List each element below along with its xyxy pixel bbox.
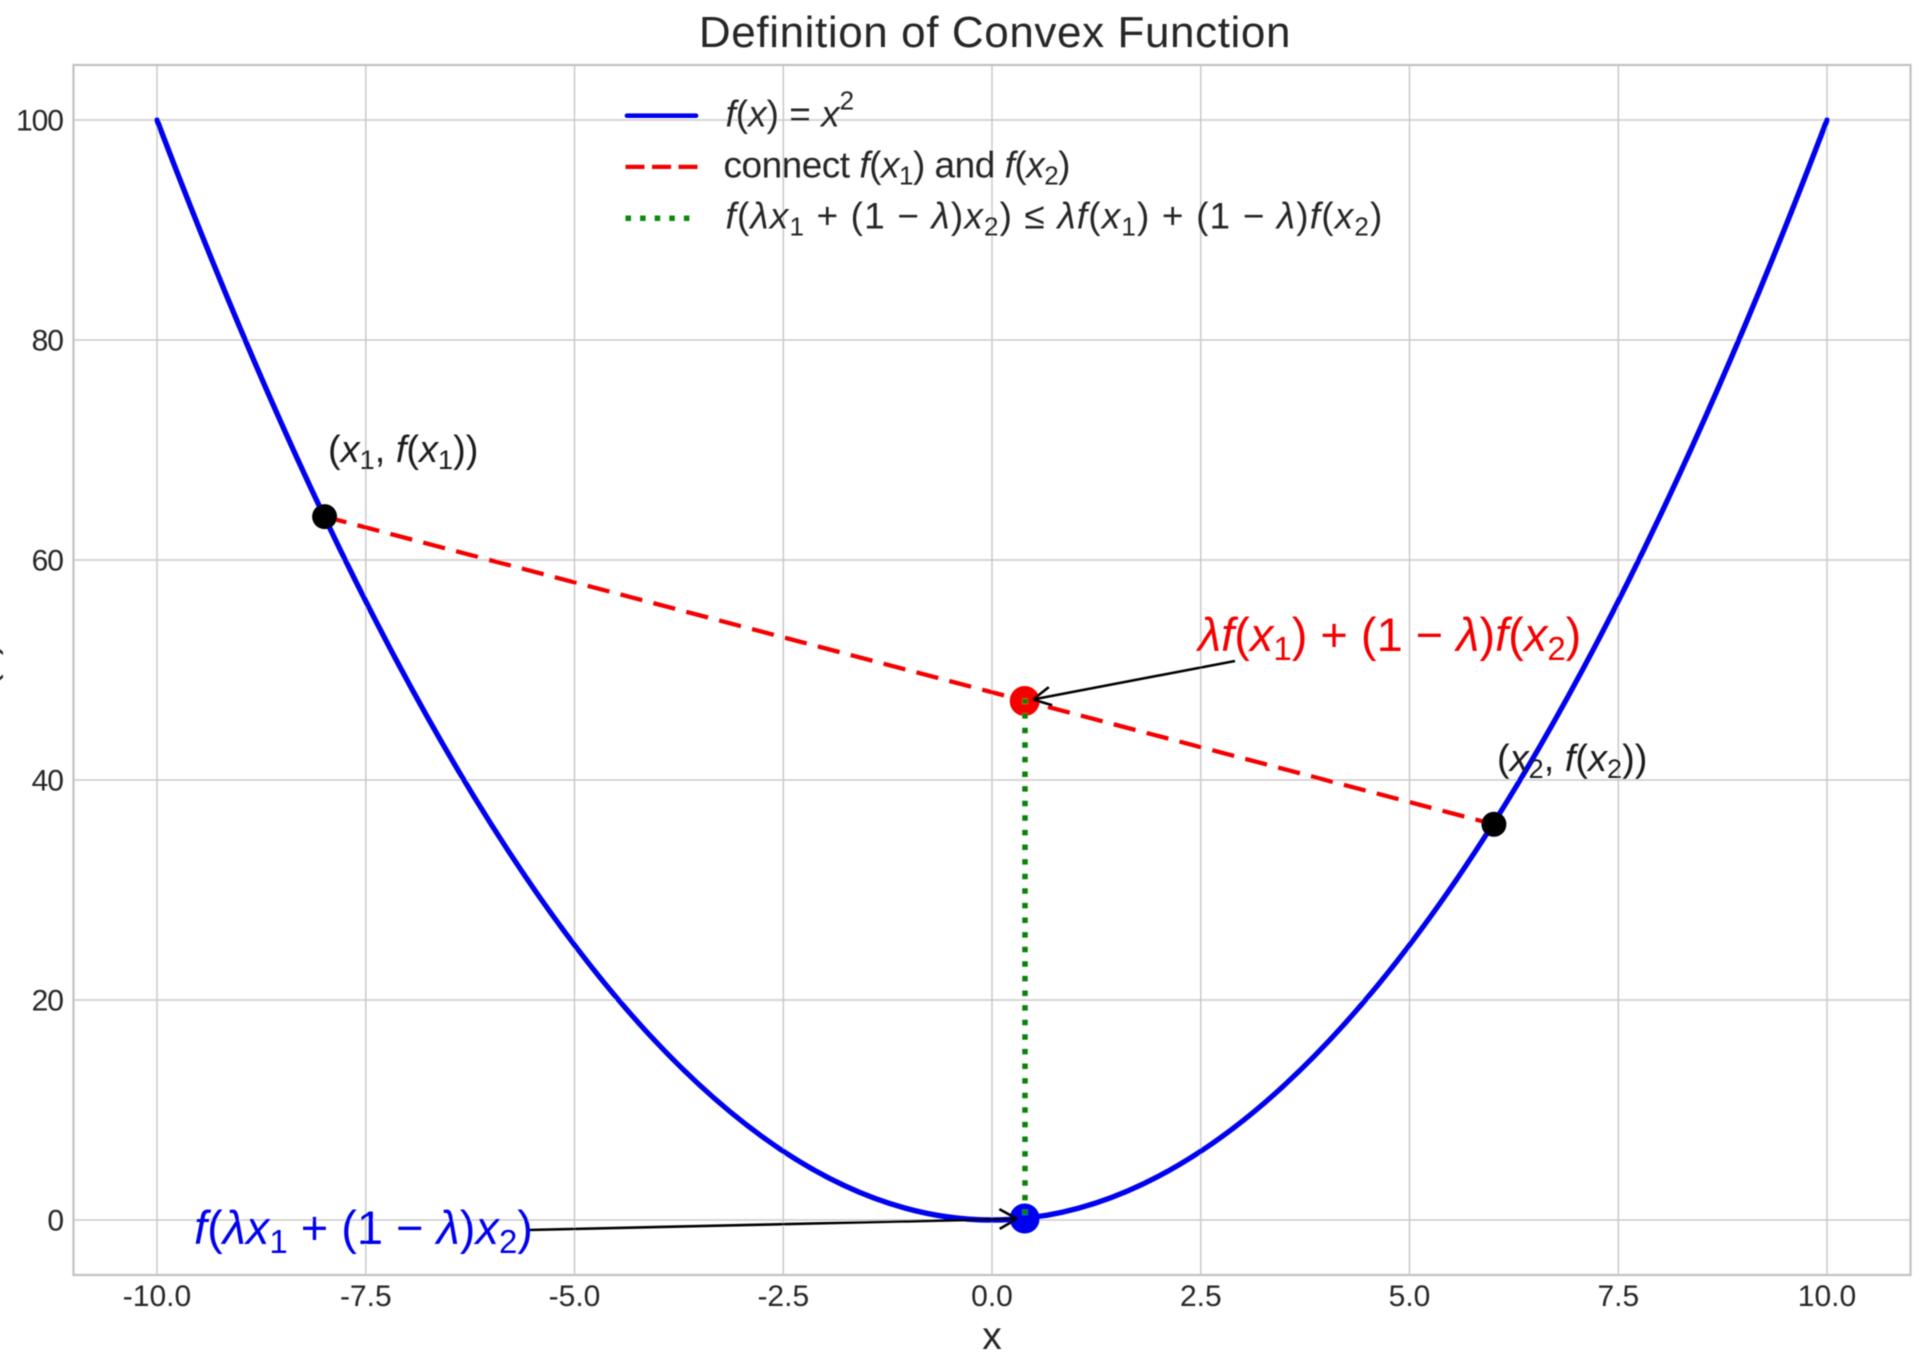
svg-text:f(x): f(x) (0, 643, 4, 698)
svg-text:100: 100 (16, 105, 63, 138)
svg-text:λf(x1) + (1 − λ)f(x2): λf(x1) + (1 − λ)f(x2) (1195, 608, 1581, 667)
svg-text:(x1, f(x1)): (x1, f(x1)) (328, 429, 478, 475)
svg-text:-7.5: -7.5 (340, 1280, 392, 1313)
svg-text:5.0: 5.0 (1389, 1280, 1431, 1313)
svg-text:connect f(x1) and f(x2): connect f(x1) and f(x2) (724, 145, 1070, 191)
svg-text:f(λx1 + (1 − λ)x2): f(λx1 + (1 − λ)x2) (194, 1201, 533, 1260)
svg-text:80: 80 (32, 325, 64, 358)
svg-text:0: 0 (47, 1205, 63, 1238)
svg-text:Definition of Convex Function: Definition of Convex Function (699, 8, 1291, 57)
svg-text:2.5: 2.5 (1180, 1280, 1222, 1313)
svg-text:-2.5: -2.5 (757, 1280, 809, 1313)
svg-text:60: 60 (32, 545, 64, 578)
svg-text:7.5: 7.5 (1597, 1280, 1639, 1313)
svg-text:20: 20 (32, 985, 64, 1018)
svg-text:0.0: 0.0 (971, 1280, 1013, 1313)
svg-text:f(λx1 + (1 − λ)x2) ≤ λf(x1) +: f(λx1 + (1 − λ)x2) ≤ λf(x1) + (1 − λ)f(x… (726, 196, 1384, 242)
svg-text:-5.0: -5.0 (549, 1280, 601, 1313)
svg-text:x: x (982, 1315, 1002, 1358)
svg-text:10.0: 10.0 (1798, 1280, 1856, 1313)
svg-text:f(x) = x2: f(x) = x2 (726, 86, 855, 135)
svg-text:40: 40 (32, 765, 64, 798)
svg-text:-10.0: -10.0 (123, 1280, 191, 1313)
svg-text:(x2, f(x2)): (x2, f(x2)) (1497, 738, 1647, 784)
